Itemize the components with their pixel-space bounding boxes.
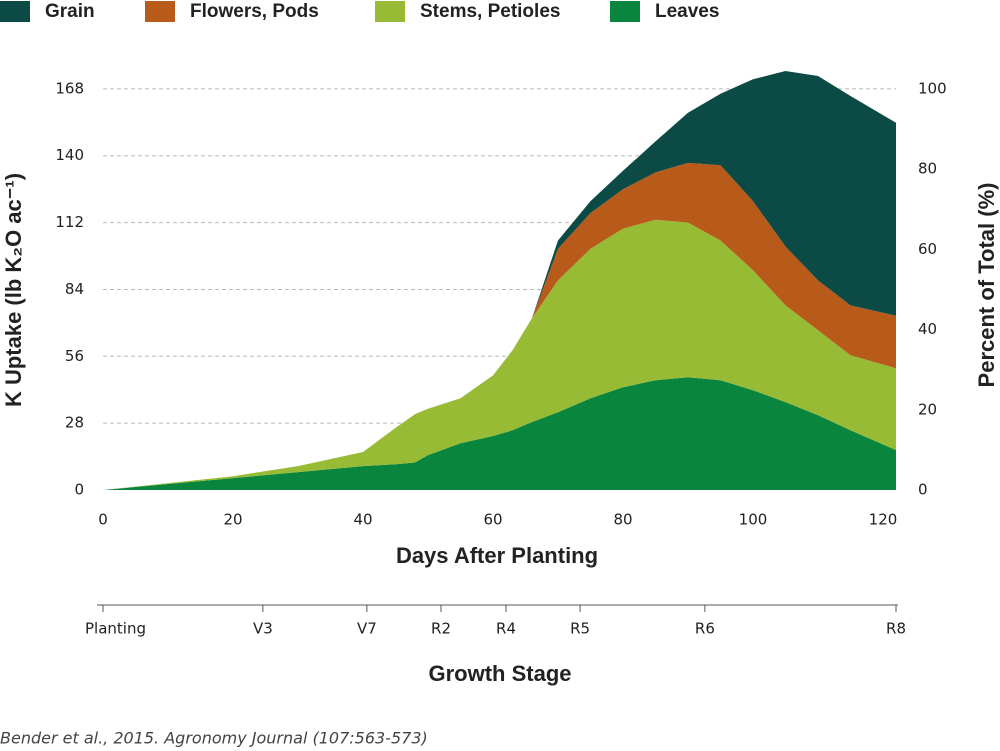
legend-text: Flowers, Pods bbox=[190, 1, 319, 22]
legend-text: Stems, Petioles bbox=[420, 1, 560, 22]
y-tick-label: 84 bbox=[65, 280, 84, 298]
legend-swatch bbox=[610, 1, 640, 22]
y2-tick-label: 80 bbox=[918, 160, 937, 178]
area bbox=[103, 377, 896, 490]
y-tick-label: 112 bbox=[55, 213, 84, 231]
y2-tick-label: 100 bbox=[918, 80, 947, 98]
x-tick-label: 40 bbox=[353, 511, 372, 529]
y-tick-label: 28 bbox=[65, 414, 84, 432]
y-axis-title: K Uptake (lb K₂O ac⁻¹) bbox=[1, 173, 26, 407]
y2-tick-label: 60 bbox=[918, 240, 937, 258]
area bbox=[103, 219, 896, 490]
stage-label: R6 bbox=[695, 620, 715, 638]
y2-tick-label: 40 bbox=[918, 320, 937, 338]
legend-swatch bbox=[0, 1, 30, 22]
y2-tick-label: 0 bbox=[918, 481, 928, 499]
stage-label: V3 bbox=[253, 620, 273, 638]
stage-label: R8 bbox=[886, 620, 906, 638]
source: Bender et al., 2015. Agronomy Journal (1… bbox=[0, 729, 428, 748]
legend-text: Grain bbox=[45, 1, 95, 22]
y-tick-label: 56 bbox=[65, 347, 84, 365]
y2-axis-title: Percent of Total (%) bbox=[974, 183, 999, 388]
x-tick-label: 20 bbox=[223, 511, 242, 529]
stage-label: R4 bbox=[496, 620, 516, 638]
x-tick-label: 120 bbox=[869, 511, 898, 529]
legend-swatch bbox=[375, 1, 405, 22]
x-axis-title: Days After Planting bbox=[396, 543, 598, 568]
x-tick-label: 0 bbox=[98, 511, 108, 529]
x-tick-label: 60 bbox=[483, 511, 502, 529]
stage-label: V7 bbox=[357, 620, 377, 638]
y2-tick-label: 20 bbox=[918, 400, 937, 418]
stage-label: R2 bbox=[431, 620, 451, 638]
y-tick-label: 168 bbox=[55, 79, 84, 97]
legend-swatch bbox=[145, 1, 175, 22]
stage-label: R5 bbox=[570, 620, 590, 638]
y-tick-label: 0 bbox=[74, 481, 84, 499]
y-tick-label: 140 bbox=[55, 146, 84, 164]
legend-text: Leaves bbox=[655, 1, 719, 22]
stage-label: Planting bbox=[85, 620, 146, 638]
stage-axis-title: Growth Stage bbox=[428, 661, 571, 686]
x-tick-label: 80 bbox=[613, 511, 632, 529]
area bbox=[103, 71, 896, 490]
x-tick-label: 100 bbox=[739, 511, 768, 529]
